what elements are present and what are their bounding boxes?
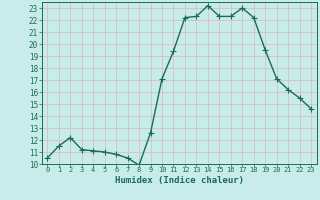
X-axis label: Humidex (Indice chaleur): Humidex (Indice chaleur): [115, 176, 244, 185]
